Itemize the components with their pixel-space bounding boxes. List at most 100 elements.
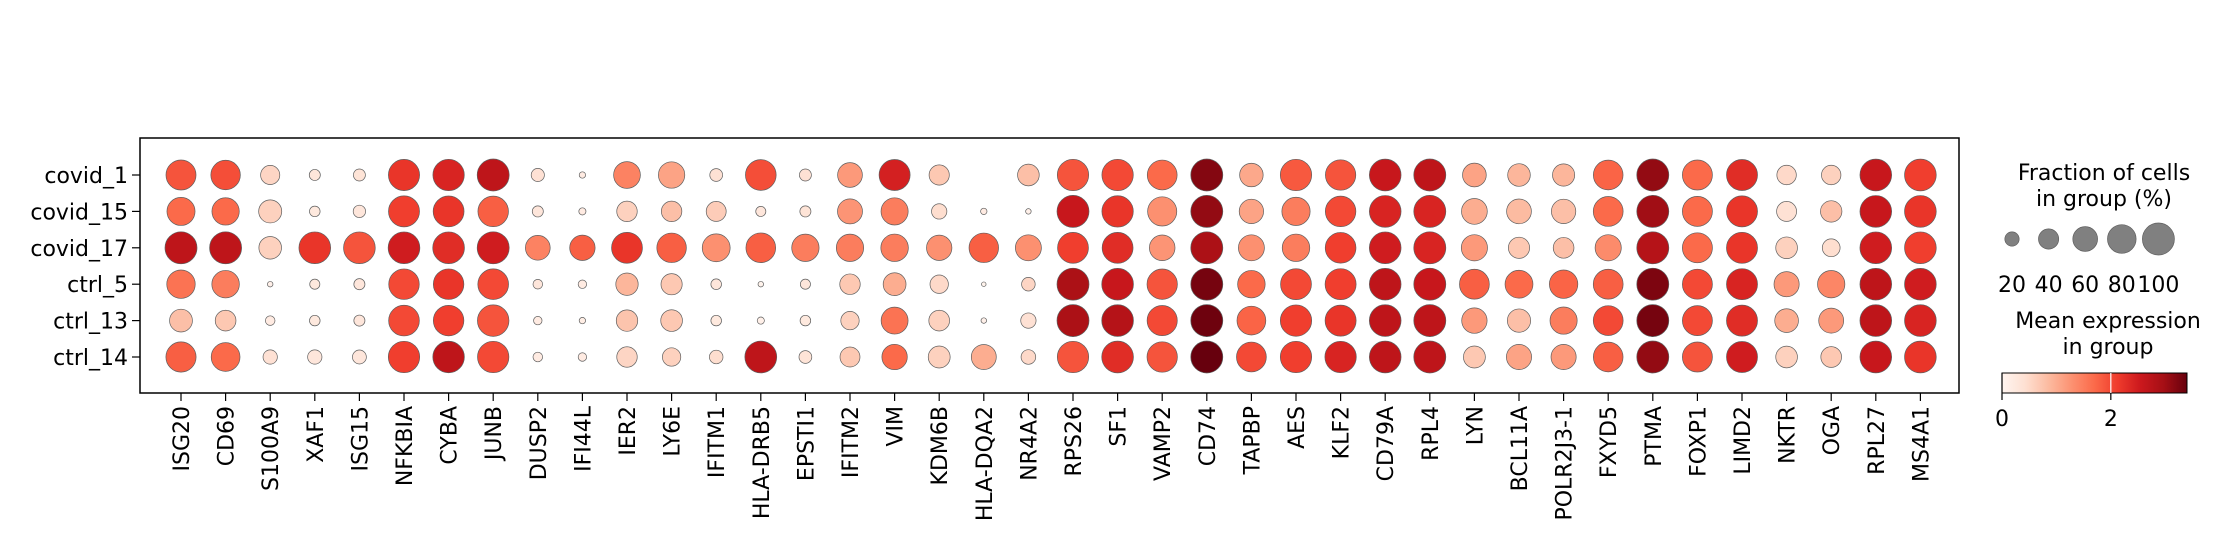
- dot-covid_17-IFITM1: [701, 233, 731, 263]
- dot-covid_17-LYN: [1460, 234, 1488, 262]
- dot-ctrl_14-ISG20: [165, 341, 197, 373]
- dot-covid_1-HLA-DRB5: [745, 159, 777, 191]
- dot-ctrl_14-IFITM2: [839, 346, 861, 368]
- dot-ctrl_14-CD79A: [1369, 340, 1402, 374]
- gene-label: NFKBIA: [393, 406, 418, 486]
- dot-covid_17-SF1: [1101, 232, 1134, 264]
- dot-ctrl_5-RPL27: [1859, 268, 1892, 301]
- dot-covid_1-S100A9: [260, 165, 281, 185]
- dot-ctrl_5-CD74: [1190, 267, 1224, 301]
- dot-covid_15-CYBA: [432, 195, 465, 228]
- dot-covid_17-HLA-DRB5: [745, 232, 776, 263]
- dot-ctrl_13-NFKBIA: [388, 304, 420, 337]
- dot-ctrl_14-NFKBIA: [387, 340, 421, 374]
- dot-ctrl_5-SF1: [1101, 268, 1134, 301]
- dot-covid_15-KDM6B: [931, 203, 948, 220]
- dot-ctrl_14-IFI44L: [577, 352, 587, 362]
- dot-covid_15-IFITM1: [705, 201, 727, 222]
- size-legend-tick: 20: [1998, 273, 2026, 298]
- size-legend-title: Fraction of cells in group (%): [2018, 161, 2190, 212]
- dot-ctrl_13-IER2: [615, 309, 639, 332]
- gene-label: IER2: [616, 406, 641, 456]
- dot-ctrl_5-NR4A2: [1021, 277, 1036, 292]
- dot-ctrl_5-VAMP2: [1146, 268, 1178, 300]
- gene-label: VIM: [884, 406, 909, 447]
- dot-covid_17-EPSTI1: [791, 233, 820, 262]
- dot-covid_15-IFI44L: [578, 207, 587, 216]
- dot-ctrl_13-DUSP2: [533, 316, 543, 326]
- dot-ctrl_14-DUSP2: [532, 351, 543, 363]
- size-legend-tick: 40: [2035, 273, 2063, 298]
- dot-covid_17-CD79A: [1369, 231, 1402, 264]
- dot-covid_1-IFITM1: [709, 168, 723, 182]
- dot-covid_15-NKTR: [1776, 201, 1797, 222]
- dot-ctrl_5-FXYD5: [1592, 268, 1624, 300]
- dot-ctrl_5-ISG15: [353, 278, 366, 291]
- dot-covid_17-TAPBP: [1238, 234, 1265, 262]
- dot-ctrl_13-ISG20: [169, 308, 193, 333]
- dot-ctrl_14-FXYD5: [1593, 341, 1624, 373]
- dot-covid_15-IER2: [616, 200, 638, 222]
- dot-ctrl_13-HLA-DRB5: [756, 316, 765, 325]
- dot-ctrl_14-S100A9: [262, 349, 278, 365]
- dot-ctrl_13-RPL27: [1859, 304, 1892, 337]
- dot-covid_1-PTMA: [1636, 158, 1670, 192]
- dot-ctrl_5-IFITM2: [839, 273, 861, 295]
- dot-ctrl_14-EPSTI1: [798, 350, 813, 364]
- dot-covid_15-CD79A: [1369, 195, 1402, 228]
- gene-label: JUNB: [482, 406, 507, 462]
- dot-covid_15-LY6E: [661, 200, 683, 222]
- group-label: ctrl_13: [53, 310, 128, 335]
- dot-ctrl_5-PTMA: [1636, 267, 1670, 301]
- dot-ctrl_5-POLR2J3-1: [1549, 269, 1579, 299]
- gene-label: KDM6B: [928, 406, 953, 485]
- dot-covid_15-HLA-DQA2: [980, 207, 988, 215]
- dot-covid_17-CYBA: [432, 231, 465, 264]
- dot-ctrl_5-OGA: [1817, 270, 1846, 299]
- dot-ctrl_14-ISG15: [352, 349, 367, 365]
- dot-covid_15-VIM: [880, 197, 909, 226]
- dot-ctrl_13-XAF1: [309, 314, 321, 327]
- dot-ctrl_5-KLF2: [1324, 268, 1357, 301]
- dot-ctrl_5-ISG20: [166, 269, 196, 299]
- dot-covid_1-OGA: [1821, 164, 1842, 186]
- dot-covid_1-KDM6B: [928, 164, 950, 186]
- dot-covid_1-TAPBP: [1239, 162, 1264, 188]
- dot-ctrl_5-FOXP1: [1682, 268, 1713, 300]
- dot-ctrl_13-NKTR: [1774, 308, 1799, 333]
- dot-covid_15-ISG15: [352, 204, 366, 218]
- dot-ctrl_5-IFI44L: [577, 279, 587, 289]
- dot-ctrl_5-CD79A: [1369, 268, 1402, 301]
- dot-covid_15-DUSP2: [531, 205, 544, 218]
- dot-ctrl_13-JUNB: [477, 304, 510, 337]
- dot-covid_1-LY6E: [658, 161, 686, 189]
- gene-label: PTMA: [1642, 406, 1667, 467]
- dot-covid_17-PTMA: [1636, 231, 1670, 265]
- dot-covid_17-FXYD5: [1594, 234, 1622, 262]
- gene-label: HLA-DRB5: [750, 406, 775, 519]
- dot-covid_15-LYN: [1461, 198, 1488, 225]
- dot-covid_17-CD69: [209, 231, 242, 265]
- gene-label: MS4A1: [1909, 406, 1934, 482]
- dot-ctrl_5-HLA-DRB5: [757, 281, 764, 288]
- dot-ctrl_13-LYN: [1461, 307, 1488, 334]
- dot-covid_17-POLR2J3-1: [1552, 237, 1575, 259]
- group-labels: covid_1 covid_15 covid_17 ctrl_5 ctrl_13ctrl…: [30, 164, 140, 371]
- dot-ctrl_5-RPL4: [1413, 267, 1447, 301]
- dot-covid_15-NFKBIA: [388, 195, 420, 228]
- dot-covid_1-ISG15: [353, 168, 366, 182]
- dot-ctrl_14-NR4A2: [1020, 349, 1037, 365]
- dot-covid_17-LY6E: [656, 232, 687, 263]
- dot-covid_17-HLA-DQA2: [968, 232, 999, 263]
- gene-label: DUSP2: [527, 406, 552, 480]
- dot-covid_15-PTMA: [1636, 195, 1670, 228]
- dot-covid_15-EPSTI1: [799, 205, 812, 218]
- dot-ctrl_13-KLF2: [1324, 304, 1357, 337]
- dot-ctrl_14-IER2: [616, 346, 638, 368]
- dot-ctrl_13-S100A9: [265, 315, 276, 326]
- gene-label: POLR2J3-1: [1553, 406, 1578, 521]
- dot-covid_17-JUNB: [476, 231, 510, 265]
- dot-ctrl_14-LY6E: [662, 347, 682, 367]
